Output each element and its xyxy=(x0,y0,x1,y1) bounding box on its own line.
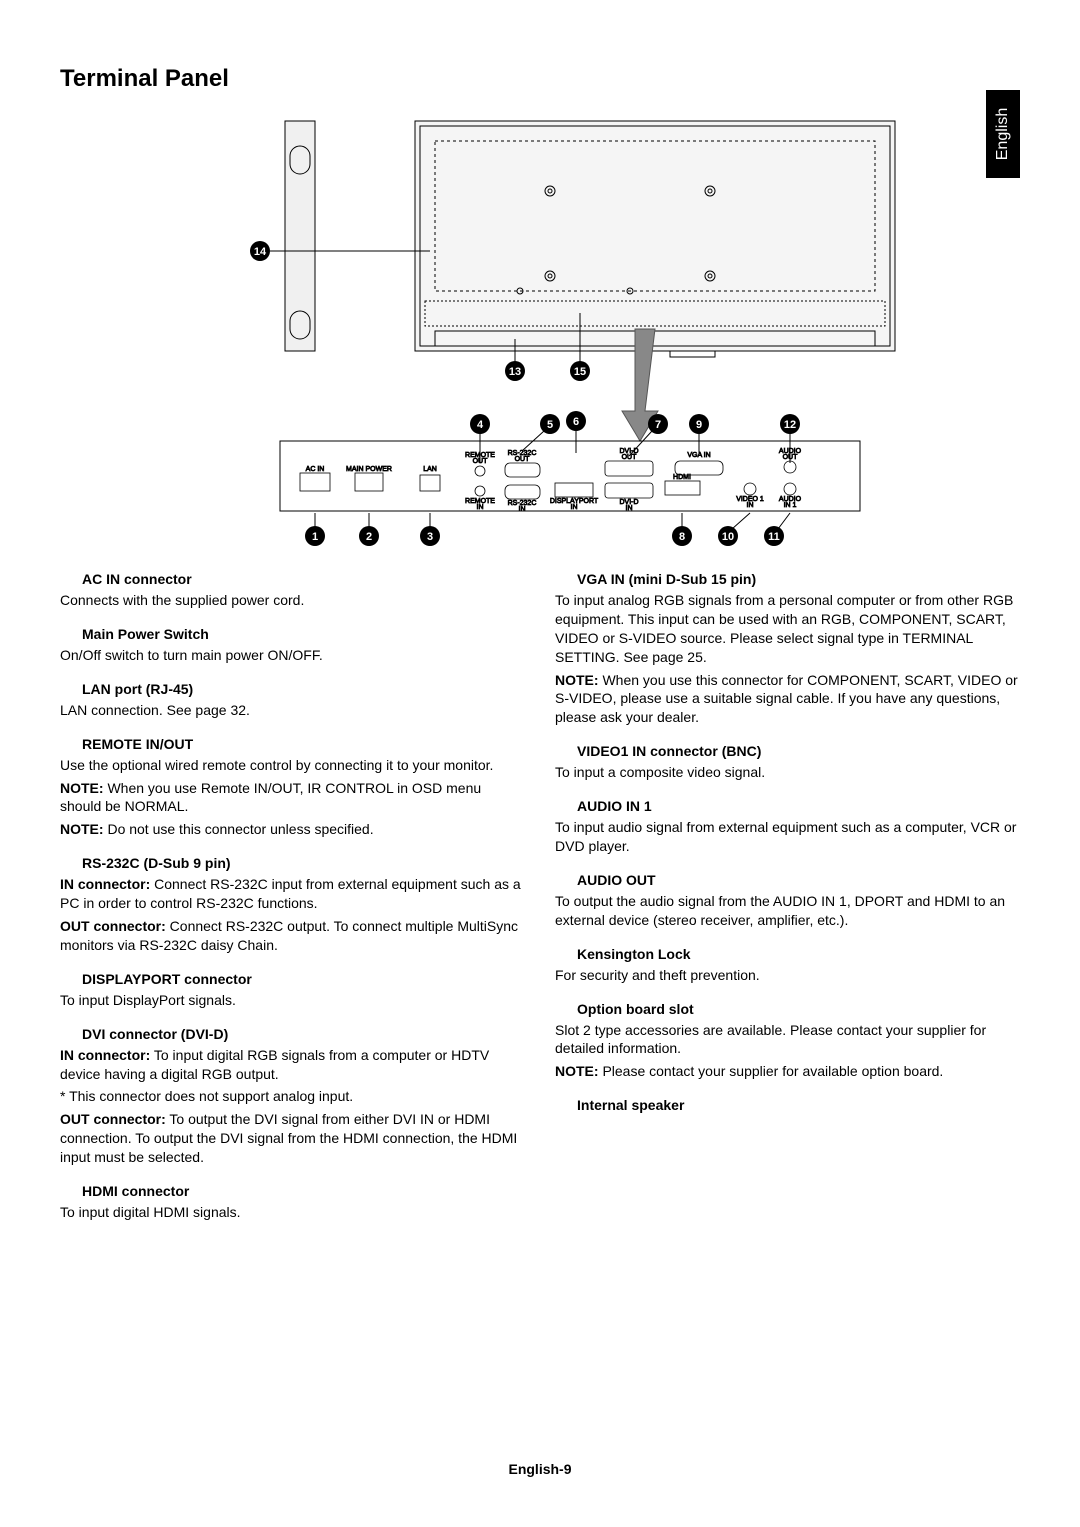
section-heading: DISPLAYPORT connector xyxy=(82,971,252,987)
section: REMOTE IN/OUT Use the optional wired remo… xyxy=(60,736,525,840)
section-text: NOTE: When you use Remote IN/OUT, IR CON… xyxy=(60,779,525,817)
svg-text:3: 3 xyxy=(427,531,433,543)
svg-text:7: 7 xyxy=(655,419,661,431)
page-footer: English-9 xyxy=(0,1461,1080,1477)
page-title: Terminal Panel xyxy=(60,65,1020,93)
section-text: To input a composite video signal. xyxy=(555,763,1020,782)
section: DVI connector (DVI-D) IN connector: To in… xyxy=(60,1026,525,1167)
section: Main Power Switch On/Off switch to turn m… xyxy=(60,626,525,665)
section-heading: Internal speaker xyxy=(577,1097,684,1113)
section-text: To output the audio signal from the AUDI… xyxy=(555,892,1020,930)
description-columns: AC IN connector Connects with the supplie… xyxy=(60,571,1020,1238)
svg-text:IN 1: IN 1 xyxy=(784,502,797,509)
section: Internal speaker xyxy=(555,1097,1020,1117)
svg-text:14: 14 xyxy=(254,246,267,258)
svg-text:IN: IN xyxy=(747,502,754,509)
svg-text:2: 2 xyxy=(366,531,372,543)
section-text: NOTE: When you use this connector for CO… xyxy=(555,671,1020,728)
section: AC IN connector Connects with the supplie… xyxy=(60,571,525,610)
svg-text:OUT: OUT xyxy=(515,456,531,463)
section-heading: RS-232C (D-Sub 9 pin) xyxy=(82,855,231,871)
svg-text:8: 8 xyxy=(679,531,685,543)
svg-text:6: 6 xyxy=(573,416,579,428)
section-heading: AUDIO IN 1 xyxy=(577,798,652,814)
section-heading: AUDIO OUT xyxy=(577,872,656,888)
section-text: For security and theft prevention. xyxy=(555,966,1020,985)
section-heading: HDMI connector xyxy=(82,1183,189,1199)
section-heading: Main Power Switch xyxy=(82,626,209,642)
section-text: To input analog RGB signals from a perso… xyxy=(555,591,1020,667)
svg-text:4: 4 xyxy=(477,419,484,431)
section-text: Slot 2 type accessories are available. P… xyxy=(555,1021,1020,1059)
section-text: NOTE: Please contact your supplier for a… xyxy=(555,1062,1020,1081)
svg-text:9: 9 xyxy=(696,419,702,431)
section: HDMI connector To input digital HDMI sign… xyxy=(60,1183,525,1222)
svg-text:5: 5 xyxy=(547,419,553,431)
section-text: IN connector: Connect RS-232C input from… xyxy=(60,875,525,913)
section-text: * This connector does not support analog… xyxy=(60,1087,525,1106)
section-heading: REMOTE IN/OUT xyxy=(82,736,193,752)
section: Option board slot Slot 2 type accessories… xyxy=(555,1001,1020,1082)
section: LAN port (RJ-45) LAN connection. See page… xyxy=(60,681,525,720)
section-heading: AC IN connector xyxy=(82,571,192,587)
svg-text:11: 11 xyxy=(768,531,780,543)
svg-text:10: 10 xyxy=(722,531,734,543)
section-heading: VIDEO1 IN connector (BNC) xyxy=(577,743,761,759)
svg-text:LAN: LAN xyxy=(423,466,437,473)
svg-text:12: 12 xyxy=(784,419,796,431)
svg-text:15: 15 xyxy=(574,366,586,378)
section-text: IN connector: To input digital RGB signa… xyxy=(60,1046,525,1084)
section: DISPLAYPORT connector To input DisplayPor… xyxy=(60,971,525,1010)
section: Kensington Lock For security and theft pr… xyxy=(555,946,1020,985)
left-column: AC IN connector Connects with the supplie… xyxy=(60,571,525,1238)
svg-text:IN: IN xyxy=(519,506,526,513)
section-text: OUT connector: Connect RS-232C output. T… xyxy=(60,917,525,955)
svg-text:IN: IN xyxy=(571,504,578,511)
section: AUDIO OUT To output the audio signal from… xyxy=(555,872,1020,930)
svg-text:IN: IN xyxy=(477,504,484,511)
section: AUDIO IN 1 To input audio signal from ext… xyxy=(555,798,1020,856)
section-heading: VGA IN (mini D-Sub 15 pin) xyxy=(577,571,756,587)
section: RS-232C (D-Sub 9 pin) IN connector: Conne… xyxy=(60,855,525,955)
section-text: OUT connector: To output the DVI signal … xyxy=(60,1110,525,1167)
svg-text:IN: IN xyxy=(626,505,633,512)
section-text: To input audio signal from external equi… xyxy=(555,818,1020,856)
right-column: VGA IN (mini D-Sub 15 pin) To input analo… xyxy=(555,571,1020,1238)
section-text: To input DisplayPort signals. xyxy=(60,991,525,1010)
section: VGA IN (mini D-Sub 15 pin) To input analo… xyxy=(555,571,1020,727)
svg-text:MAIN POWER: MAIN POWER xyxy=(346,466,392,473)
section-text: Connects with the supplied power cord. xyxy=(60,591,525,610)
section-text: Use the optional wired remote control by… xyxy=(60,756,525,775)
section-heading: Option board slot xyxy=(577,1001,694,1017)
svg-text:1: 1 xyxy=(312,531,318,543)
section: VIDEO1 IN connector (BNC) To input a comp… xyxy=(555,743,1020,782)
section-text: LAN connection. See page 32. xyxy=(60,701,525,720)
section-heading: LAN port (RJ-45) xyxy=(82,681,193,697)
section-heading: Kensington Lock xyxy=(577,946,691,962)
section-text: On/Off switch to turn main power ON/OFF. xyxy=(60,646,525,665)
section-heading: DVI connector (DVI-D) xyxy=(82,1026,228,1042)
svg-text:AC IN: AC IN xyxy=(306,466,325,473)
section-text: NOTE: Do not use this connector unless s… xyxy=(60,820,525,839)
section-text: To input digital HDMI signals. xyxy=(60,1203,525,1222)
terminal-panel-diagram: 14 13 15 AC IN MAIN POWER LA xyxy=(60,111,1020,551)
svg-text:13: 13 xyxy=(509,366,521,378)
